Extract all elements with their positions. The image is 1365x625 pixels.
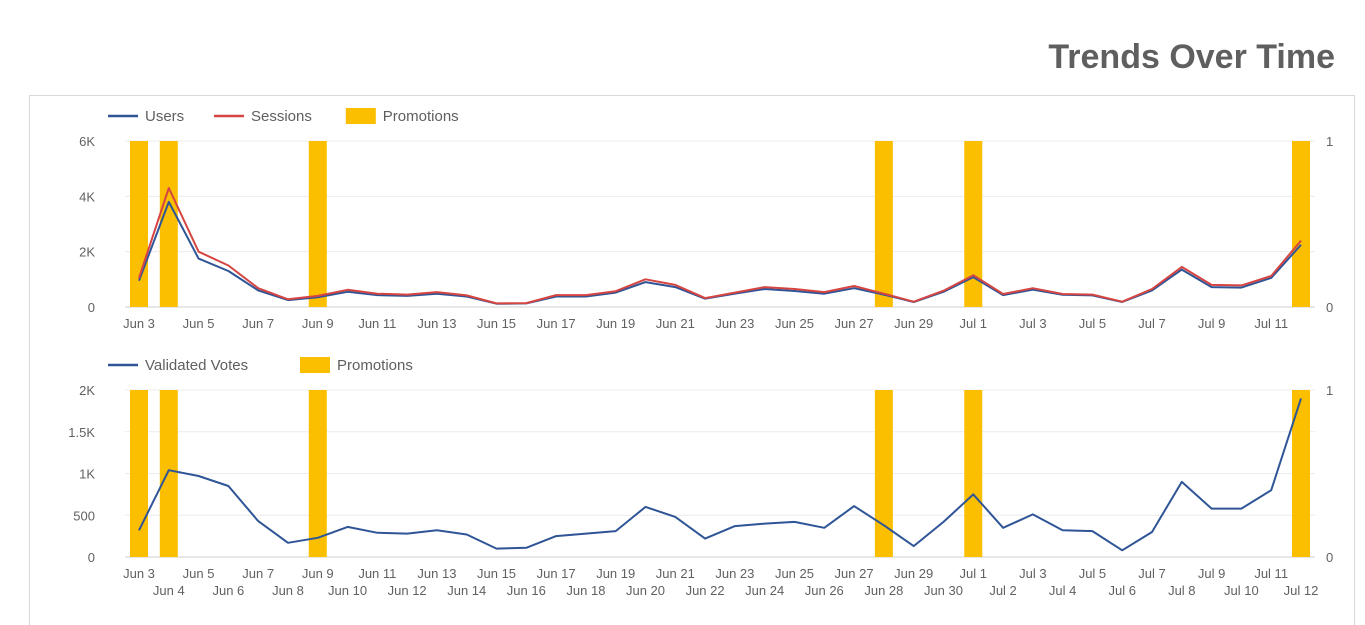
x-tick-label: Jun 26 bbox=[805, 583, 844, 598]
x-tick-label: Jun 19 bbox=[596, 566, 635, 581]
x-tick-label: Jun 8 bbox=[272, 583, 304, 598]
legend-swatch bbox=[300, 357, 330, 373]
x-tick-label: Jul 7 bbox=[1138, 566, 1165, 581]
x-tick-label: Jun 17 bbox=[537, 566, 576, 581]
y-tick-label: 500 bbox=[73, 508, 95, 523]
x-tick-label: Jun 11 bbox=[358, 566, 396, 581]
x-tick-label: Jun 4 bbox=[153, 583, 185, 598]
promotion-bar bbox=[964, 390, 982, 557]
x-tick-label: Jun 9 bbox=[302, 566, 334, 581]
x-tick-label: Jul 11 bbox=[1254, 566, 1288, 581]
y-tick-label: 0 bbox=[88, 550, 95, 565]
x-tick-label: Jun 22 bbox=[686, 583, 725, 598]
x-tick-label: Jun 5 bbox=[183, 566, 215, 581]
x-tick-label: Jun 10 bbox=[328, 583, 367, 598]
x-tick-label: Jul 6 bbox=[1108, 583, 1135, 598]
x-tick-label: Jun 29 bbox=[894, 566, 933, 581]
x-tick-label: Jul 1 bbox=[960, 566, 987, 581]
y-tick-label: 1K bbox=[79, 467, 95, 482]
x-tick-label: Jun 13 bbox=[417, 566, 456, 581]
promotion-bar bbox=[875, 390, 893, 557]
y-tick-label: 2K bbox=[79, 383, 95, 398]
x-tick-label: Jun 18 bbox=[566, 583, 605, 598]
promotion-bar bbox=[309, 390, 327, 557]
legend-label: Promotions bbox=[337, 357, 413, 374]
y-tick-label: 1.5K bbox=[68, 425, 95, 440]
legend-label: Validated Votes bbox=[145, 357, 248, 374]
x-tick-label: Jun 28 bbox=[864, 583, 903, 598]
x-tick-label: Jul 10 bbox=[1224, 583, 1259, 598]
x-tick-label: Jul 12 bbox=[1284, 583, 1319, 598]
x-tick-label: Jun 20 bbox=[626, 583, 665, 598]
x-tick-label: Jul 8 bbox=[1168, 583, 1195, 598]
x-tick-label: Jun 12 bbox=[388, 583, 427, 598]
y2-tick-label: 1 bbox=[1326, 383, 1333, 398]
x-tick-label: Jun 7 bbox=[242, 566, 274, 581]
promotion-bar bbox=[130, 390, 148, 557]
x-tick-label: Jun 27 bbox=[835, 566, 874, 581]
x-tick-label: Jul 2 bbox=[989, 583, 1016, 598]
x-tick-label: Jun 14 bbox=[447, 583, 486, 598]
x-tick-label: Jun 24 bbox=[745, 583, 784, 598]
x-tick-label: Jun 30 bbox=[924, 583, 963, 598]
x-tick-label: Jul 9 bbox=[1198, 566, 1225, 581]
x-tick-label: Jun 25 bbox=[775, 566, 814, 581]
x-tick-label: Jun 21 bbox=[656, 566, 695, 581]
x-tick-label: Jun 3 bbox=[123, 566, 155, 581]
y2-tick-label: 0 bbox=[1326, 550, 1333, 565]
x-tick-label: Jul 4 bbox=[1049, 583, 1076, 598]
x-tick-label: Jun 15 bbox=[477, 566, 516, 581]
x-tick-label: Jun 6 bbox=[212, 583, 244, 598]
x-tick-label: Jul 3 bbox=[1019, 566, 1046, 581]
promotion-bar bbox=[160, 390, 178, 557]
x-tick-label: Jul 5 bbox=[1079, 566, 1106, 581]
x-tick-label: Jun 23 bbox=[715, 566, 754, 581]
x-tick-label: Jun 16 bbox=[507, 583, 546, 598]
